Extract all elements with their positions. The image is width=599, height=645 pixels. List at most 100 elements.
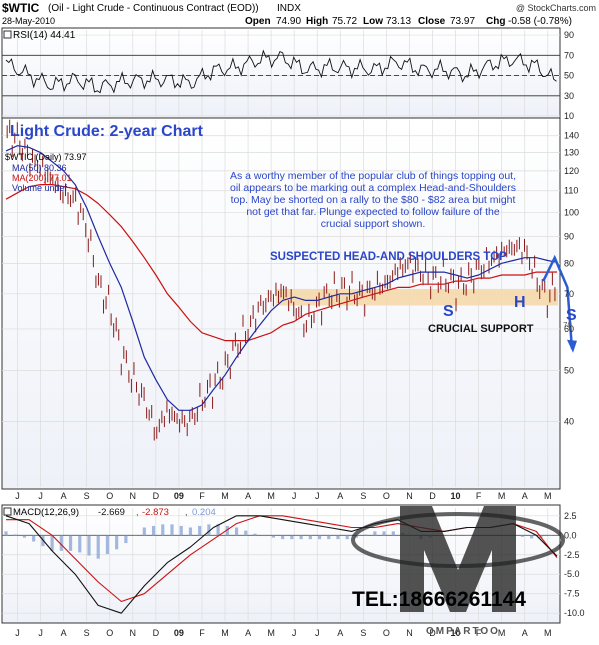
pattern-label: SUSPECTED HEAD-AND SHOULDERS TOP <box>270 251 507 263</box>
rsi-tick-label: 30 <box>564 91 574 101</box>
x-tick-label: F <box>476 491 482 501</box>
x-tick-label: D <box>153 491 160 501</box>
macd-histogram-bar <box>115 535 119 550</box>
macd-histogram-bar <box>530 535 534 539</box>
macd-histogram-bar <box>299 535 303 540</box>
price-tick-label: 100 <box>564 207 579 217</box>
x-tick-label: S <box>360 628 366 638</box>
price-tick-label: 120 <box>564 166 579 176</box>
marker-left-shoulder: S <box>443 303 454 320</box>
ohlc-open-value: 74.90 <box>276 16 301 27</box>
macd-histogram-bar <box>308 535 312 540</box>
macd-histogram-bar <box>253 533 257 536</box>
chart-title: Light Crude: 2-year Chart <box>10 123 204 140</box>
commentary-line: oil appears to be marking out a complex … <box>230 182 516 194</box>
macd-histogram-bar <box>96 535 100 559</box>
ohlc-close-label: Close <box>418 16 446 27</box>
x-tick-label: O <box>383 491 390 501</box>
x-tick-label: J <box>15 628 20 638</box>
rsi-tick-label: 50 <box>564 71 574 81</box>
x-tick-label: M <box>544 628 552 638</box>
price-tick-label: 70 <box>564 289 574 299</box>
macd-histogram-bar <box>4 531 8 536</box>
x-tick-label: A <box>522 628 528 638</box>
ma50-line <box>5 145 558 411</box>
x-tick-label: N <box>406 628 413 638</box>
macd-histogram-bar <box>50 535 54 551</box>
macd-tick-label: -10.0 <box>564 608 585 618</box>
legend-symbol: $WTIC (Daily) 73.97 <box>5 152 87 162</box>
macd-separator: , <box>136 507 139 518</box>
ohlc-high-label: High <box>306 16 328 27</box>
x-tick-label: J <box>315 628 320 638</box>
macd-histogram-bar <box>354 535 359 538</box>
projection-arrow <box>542 254 574 349</box>
x-tick-label: D <box>429 491 436 501</box>
macd-histogram-bar <box>207 524 211 536</box>
ohlc-chg-label: Chg <box>486 16 505 27</box>
x-tick-label: F <box>476 628 482 638</box>
macd-histogram-bar <box>391 531 395 536</box>
x-tick-label: F <box>199 628 205 638</box>
x-tick-label: O <box>383 628 390 638</box>
support-label: CRUCIAL SUPPORT <box>428 323 534 335</box>
ohlc-low-label: Low <box>363 16 383 27</box>
macd-histogram-bar <box>59 535 63 551</box>
macd-histogram-bar <box>68 535 73 551</box>
macd-histogram-bar <box>142 527 146 536</box>
macd-value: -2.669 <box>98 507 125 518</box>
marker-head: H <box>514 294 526 311</box>
x-tick-label: D <box>429 628 436 638</box>
x-tick-label: M <box>221 628 229 638</box>
macd-histogram-bar <box>345 535 349 540</box>
x-tick-label: J <box>292 491 297 501</box>
support-value: 70 <box>563 321 572 330</box>
x-tick-label: A <box>61 491 67 501</box>
price-tick-label: 80 <box>564 258 574 268</box>
price-tick-label: 60 <box>564 324 574 334</box>
x-tick-label: 09 <box>174 491 184 501</box>
x-tick-label: J <box>38 491 43 501</box>
macd-tick-label: -7.5 <box>564 589 580 599</box>
x-tick-label: J <box>38 628 43 638</box>
date-label: 28-May-2010 <box>2 16 55 26</box>
x-tick-label: N <box>130 628 137 638</box>
x-tick-label: M <box>221 491 229 501</box>
support-band <box>275 288 558 306</box>
macd-histogram-bar <box>105 535 110 554</box>
ohlc-low-value: 73.13 <box>386 16 411 27</box>
macd-line <box>5 515 558 614</box>
macd-legend-marker <box>3 507 12 516</box>
macd-histogram-bar <box>520 535 525 537</box>
x-tick-label: M <box>498 491 506 501</box>
x-tick-label: S <box>84 491 90 501</box>
macd-histogram-bar <box>336 535 340 540</box>
price-tick-label: 50 <box>564 366 574 376</box>
rsi-legend-marker <box>3 30 12 39</box>
price-tick-label: 110 <box>564 186 578 196</box>
rsi-tick-label: 10 <box>564 111 574 121</box>
x-tick-label: A <box>61 628 67 638</box>
x-tick-label: A <box>337 491 343 501</box>
legend-ma200: MA(200) 77.01 <box>12 173 72 183</box>
macd-histogram-bar <box>22 535 27 538</box>
macd-histogram-bar <box>133 535 137 536</box>
x-tick-label: M <box>498 628 506 638</box>
macd-histogram-bar <box>244 530 248 536</box>
x-tick-label: A <box>245 628 251 638</box>
macd-histogram-bar <box>179 525 183 536</box>
macd-histogram-bar <box>161 524 165 536</box>
watermark-ring-icon <box>351 512 565 568</box>
macd-histogram-bar <box>87 535 91 556</box>
ohlc-high-value: 75.72 <box>332 16 357 27</box>
commentary-line: As a worthy member of the popular club o… <box>230 170 516 182</box>
macd-histogram-bar <box>373 531 377 536</box>
macd-histogram-bar <box>78 535 82 553</box>
macd-histogram-bar <box>32 535 36 542</box>
macd-tick-label: 0.0 <box>564 530 577 540</box>
x-tick-label: O <box>106 491 113 501</box>
ma200-line <box>5 184 558 342</box>
x-tick-label: F <box>199 491 205 501</box>
